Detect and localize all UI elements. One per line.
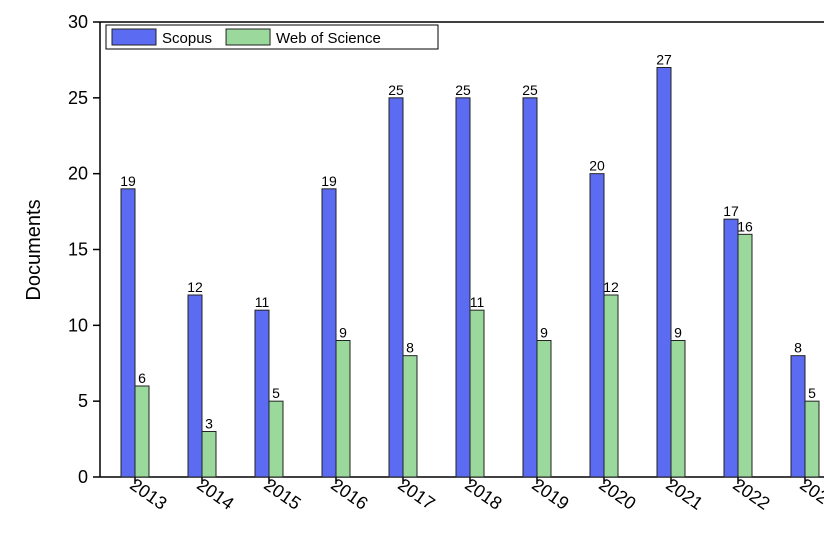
bar bbox=[268, 400, 284, 478]
bar bbox=[469, 309, 485, 478]
bar bbox=[254, 309, 270, 478]
bar bbox=[589, 173, 605, 478]
value-label: 6 bbox=[138, 370, 146, 386]
legend: Scopus Web of Science bbox=[105, 24, 439, 50]
bar bbox=[388, 97, 404, 478]
bar bbox=[201, 431, 217, 478]
x-tick-label: 2014 bbox=[193, 474, 237, 513]
value-label: 19 bbox=[120, 173, 136, 189]
x-tick-label: 2021 bbox=[662, 474, 706, 513]
bar bbox=[134, 385, 150, 478]
value-label: 25 bbox=[455, 82, 471, 98]
bar bbox=[536, 340, 552, 478]
x-tick-label: 2018 bbox=[461, 474, 505, 513]
value-label: 5 bbox=[272, 385, 280, 401]
value-label: 9 bbox=[339, 325, 347, 341]
value-label: 8 bbox=[794, 340, 802, 356]
x-tick-label: 2022 bbox=[729, 474, 773, 513]
value-label: 19 bbox=[321, 173, 337, 189]
bar bbox=[656, 67, 672, 478]
value-label: 25 bbox=[522, 82, 538, 98]
bar bbox=[670, 340, 686, 478]
bar bbox=[455, 97, 471, 478]
y-tick-label: 5 bbox=[78, 391, 88, 411]
value-label: 11 bbox=[255, 294, 270, 310]
value-label: 9 bbox=[540, 325, 548, 341]
legend-box bbox=[105, 24, 439, 50]
legend-label: Web of Science bbox=[276, 30, 381, 47]
value-label: 3 bbox=[205, 416, 213, 432]
bar bbox=[335, 340, 351, 478]
bar bbox=[402, 355, 418, 478]
legend-swatch bbox=[225, 28, 271, 46]
y-tick-label: 10 bbox=[68, 315, 88, 335]
bar bbox=[804, 400, 820, 478]
value-label: 25 bbox=[388, 82, 404, 98]
bar bbox=[723, 218, 739, 478]
value-label: 8 bbox=[406, 340, 414, 356]
x-tick-label: 2015 bbox=[260, 474, 304, 513]
y-tick-label: 0 bbox=[78, 467, 88, 487]
y-tick-label: 20 bbox=[68, 164, 88, 184]
value-label: 27 bbox=[656, 52, 672, 68]
x-tick-label: 2016 bbox=[327, 474, 371, 513]
y-tick-label: 30 bbox=[68, 12, 88, 32]
x-tick-label: 2013 bbox=[126, 474, 170, 513]
bar bbox=[187, 294, 203, 478]
bar bbox=[737, 233, 753, 478]
value-label: 17 bbox=[723, 203, 739, 219]
y-tick-label: 15 bbox=[68, 240, 88, 260]
value-label: 20 bbox=[589, 158, 605, 174]
y-tick-label: 25 bbox=[68, 88, 88, 108]
legend-label: Scopus bbox=[162, 30, 212, 47]
bar bbox=[321, 188, 337, 478]
value-label: 9 bbox=[674, 325, 682, 341]
value-label: 12 bbox=[187, 279, 203, 295]
legend-swatch bbox=[111, 28, 157, 46]
value-label: 16 bbox=[737, 218, 753, 234]
bar bbox=[120, 188, 136, 478]
bar bbox=[522, 97, 538, 478]
value-label: 5 bbox=[808, 385, 816, 401]
value-label: 12 bbox=[603, 279, 619, 295]
value-label: 11 bbox=[470, 294, 485, 310]
x-tick-label: 2023 bbox=[796, 474, 824, 513]
y-axis-label: Documents bbox=[23, 199, 45, 300]
x-tick-label: 2017 bbox=[394, 474, 438, 513]
bar bbox=[790, 355, 806, 478]
bar bbox=[603, 294, 619, 478]
x-tick-label: 2020 bbox=[595, 474, 639, 513]
x-tick-label: 2019 bbox=[528, 474, 572, 513]
